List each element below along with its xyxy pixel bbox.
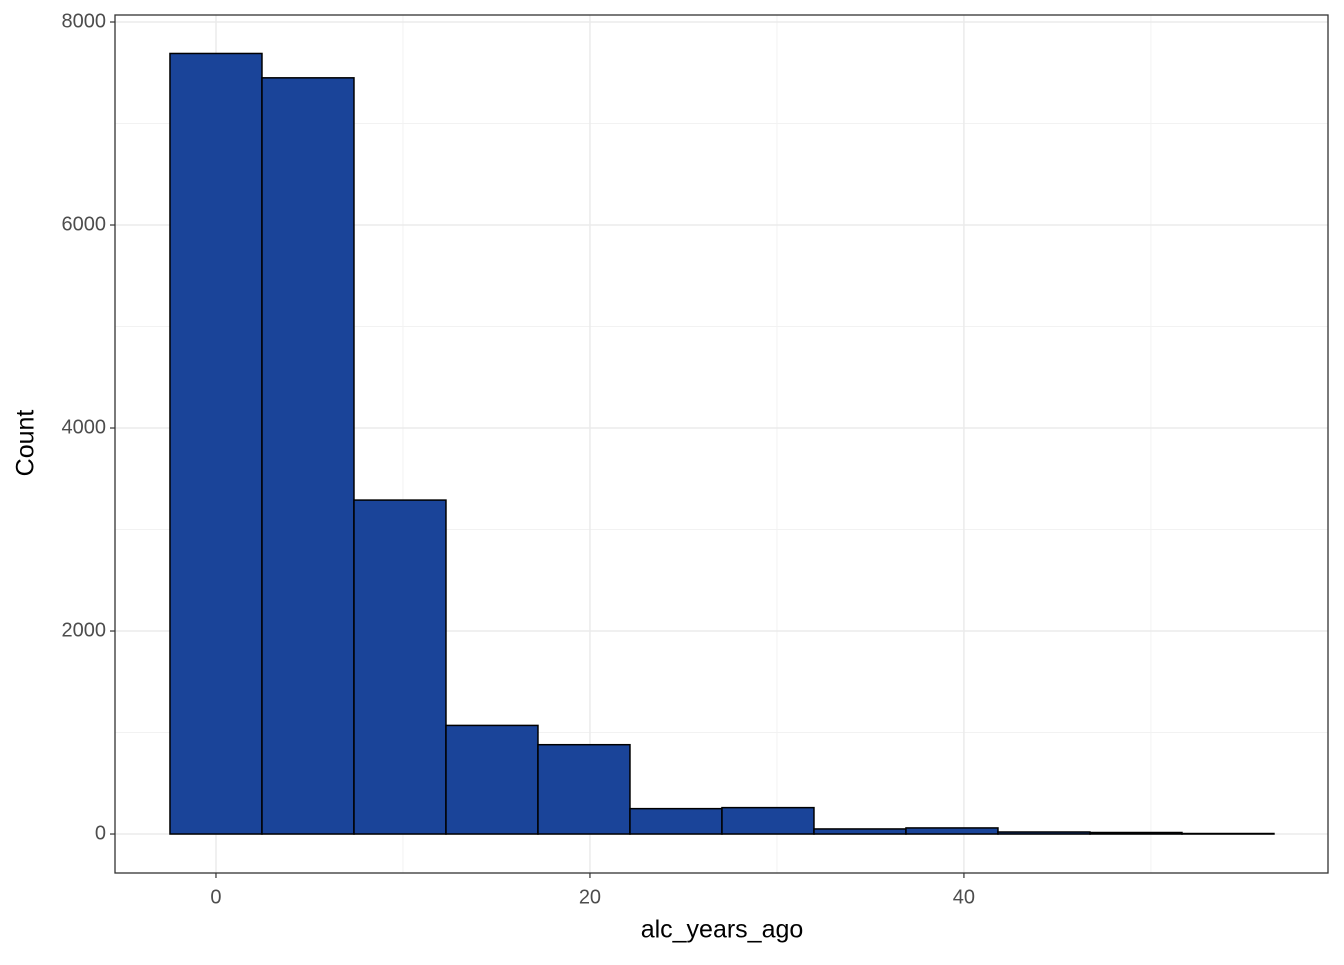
bar xyxy=(353,499,447,835)
bar xyxy=(997,831,1091,835)
y-tick-label: 8000 xyxy=(62,10,107,32)
x-tick-label: 0 xyxy=(210,886,221,908)
y-tick-label: 2000 xyxy=(62,619,107,641)
x-tick-label: 20 xyxy=(579,886,601,908)
x-tick-label: 40 xyxy=(953,886,975,908)
y-tick-label: 4000 xyxy=(62,416,107,438)
y-axis-title: Count xyxy=(12,410,40,477)
bar xyxy=(445,724,539,835)
bar xyxy=(813,828,907,835)
bar xyxy=(721,806,815,835)
bar xyxy=(629,807,723,835)
bar xyxy=(537,743,631,835)
x-axis-title: alc_years_ago xyxy=(641,916,804,944)
bar xyxy=(1181,832,1275,835)
y-tick-label: 6000 xyxy=(62,213,107,235)
panel-border xyxy=(114,14,1329,874)
bar xyxy=(905,827,999,835)
bar xyxy=(261,77,355,835)
y-tick-label: 0 xyxy=(95,822,106,844)
bar xyxy=(1089,831,1183,835)
bar xyxy=(169,52,263,835)
